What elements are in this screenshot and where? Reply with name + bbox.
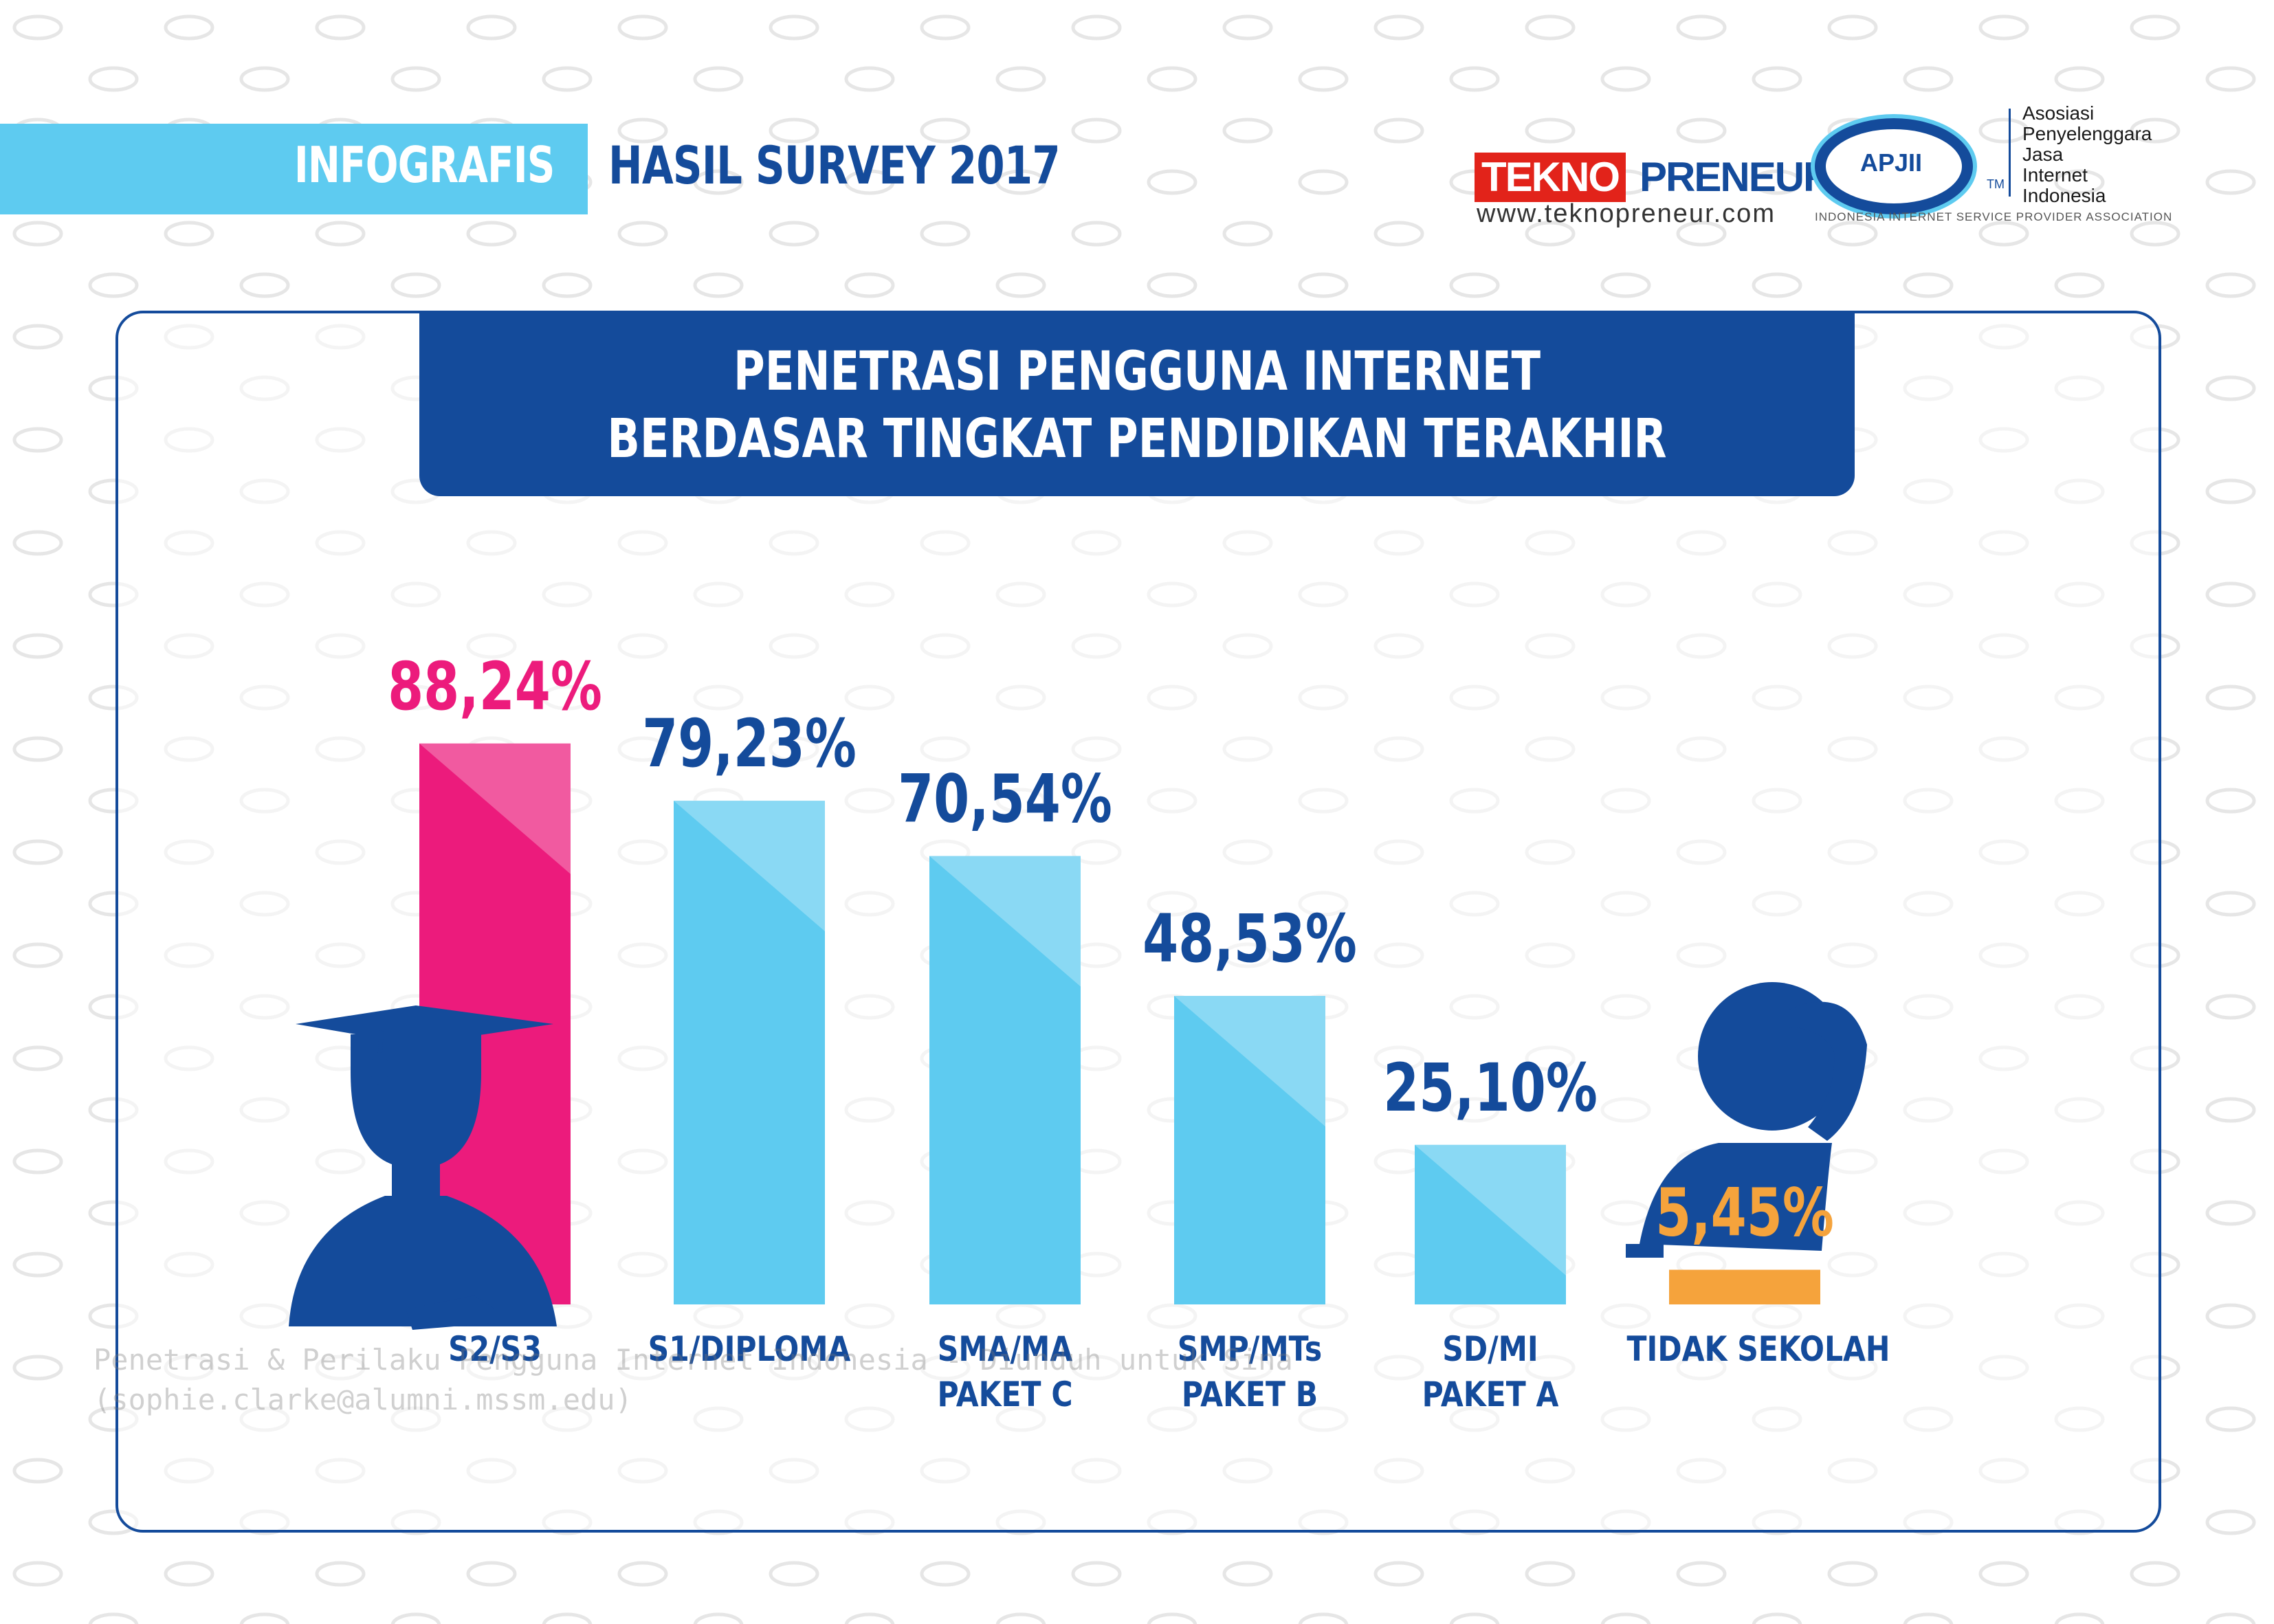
- bar-2: [674, 801, 825, 1304]
- header-band-label: INFOGRAFIS: [294, 136, 555, 194]
- apjii-divider: [2009, 109, 2011, 197]
- header-band: INFOGRAFIS: [0, 124, 588, 214]
- bar-4: [1174, 996, 1325, 1304]
- bar-highlight-4: [1174, 996, 1325, 1127]
- apjii-logo-oval: [1815, 118, 1973, 214]
- download-watermark: Penetrasi & Perilaku Pengguna Internet I…: [93, 1343, 1293, 1416]
- value-label-2: 79,23%: [642, 706, 857, 783]
- category-label-2: S1/DIPLOMA: [648, 1329, 851, 1369]
- student-icon: [1626, 982, 1867, 1258]
- teknopreneur-logo-box: TEKNO: [1475, 153, 1626, 202]
- category-label-3: SMA/MA PAKET C: [937, 1329, 1072, 1414]
- chart-title-line-1: PENETRASI PENGGUNA INTERNET: [733, 341, 1541, 403]
- category-label-5: SD/MI PAKET A: [1422, 1329, 1559, 1414]
- chart-title-line-2: BERDASAR TINGKAT PENDIDIKAN TERAKHIR: [607, 408, 1667, 470]
- bar-highlight-1: [419, 743, 571, 874]
- category-label-1: S2/S3: [448, 1329, 542, 1369]
- value-label-1: 88,24%: [388, 649, 602, 726]
- value-label-4: 48,53%: [1142, 901, 1357, 978]
- apjii-full-name: Asosiasi Penyelenggara Jasa Internet Ind…: [2022, 102, 2152, 206]
- bar-highlight-2: [674, 801, 825, 932]
- value-label-5: 25,10%: [1383, 1050, 1598, 1127]
- apjii-logo-text: APJII: [1860, 148, 1923, 177]
- bar-5: [1415, 1144, 1566, 1304]
- value-label-3: 70,54%: [898, 761, 1112, 838]
- teknopreneur-logo-rest: PRENEUR: [1640, 154, 1833, 200]
- value-label-6: 5,45%: [1655, 1175, 1834, 1252]
- category-label-4: SMP/MTs PAKET B: [1178, 1329, 1322, 1414]
- category-label-6: TIDAK SEKOLAH: [1627, 1329, 1890, 1369]
- survey-title: HASIL SURVEY 2017: [608, 135, 1061, 196]
- graduate-icon: [289, 1005, 557, 1330]
- bar-6: [1669, 1269, 1820, 1304]
- apjii-association: INDONESIA INTERNET SERVICE PROVIDER ASSO…: [1815, 210, 2173, 223]
- teknopreneur-url: www.teknopreneur.com: [1477, 199, 1776, 228]
- bar-highlight-5: [1415, 1144, 1566, 1276]
- chart-title-banner: PENETRASI PENGGUNA INTERNET BERDASAR TIN…: [419, 311, 1855, 496]
- bar-3: [929, 856, 1081, 1304]
- apjii-trademark: TM: [1987, 177, 2005, 191]
- bar-highlight-3: [929, 856, 1081, 987]
